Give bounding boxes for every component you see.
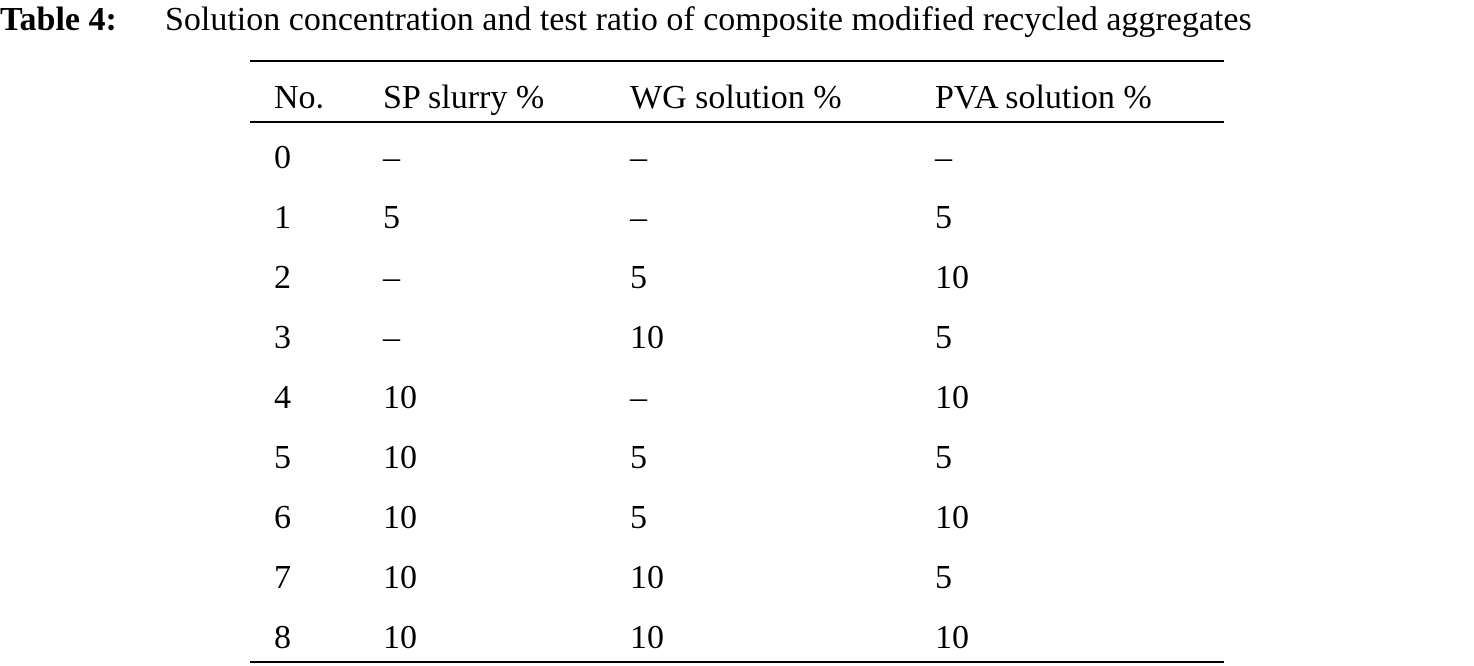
table-cell: 7 — [274, 559, 291, 596]
top-rule — [250, 60, 1224, 62]
table-cell: 5 — [935, 199, 952, 236]
table-cell: 10 — [935, 379, 969, 416]
table-cell: 10 — [383, 559, 417, 596]
caption-label: Table 4: — [0, 1, 117, 38]
table-cell: 5 — [935, 559, 952, 596]
table-cell: 10 — [383, 379, 417, 416]
table-cell: – — [630, 139, 647, 176]
table-cell: 2 — [274, 259, 291, 296]
header-cell: WG solution % — [630, 79, 842, 116]
table-cell: 5 — [383, 199, 400, 236]
table-cell: 3 — [274, 319, 291, 356]
table-cell: – — [383, 259, 400, 296]
header-cell: SP slurry % — [383, 79, 545, 116]
table-cell: 10 — [630, 559, 664, 596]
table-cell: 10 — [630, 619, 664, 656]
caption-text: Solution concentration and test ratio of… — [165, 1, 1252, 38]
table-cell: 10 — [383, 619, 417, 656]
table-cell: 5 — [274, 439, 291, 476]
table-cell: 10 — [630, 319, 664, 356]
table-cell: 8 — [274, 619, 291, 656]
table-cell: – — [935, 139, 952, 176]
table-cell: 10 — [383, 499, 417, 536]
table-cell: 6 — [274, 499, 291, 536]
table-cell: 10 — [935, 619, 969, 656]
table-cell: 5 — [935, 439, 952, 476]
table-cell: – — [383, 319, 400, 356]
header-cell: No. — [274, 79, 325, 116]
table-cell: 4 — [274, 379, 291, 416]
table-cell: 5 — [630, 259, 647, 296]
table-cell: – — [383, 139, 400, 176]
bottom-rule — [250, 661, 1224, 663]
table-cell: 0 — [274, 139, 291, 176]
table-cell: 10 — [383, 439, 417, 476]
table-cell: 1 — [274, 199, 291, 236]
table-cell: – — [630, 379, 647, 416]
table-cell: 10 — [935, 259, 969, 296]
header-rule — [250, 121, 1224, 123]
table-cell: 5 — [935, 319, 952, 356]
table-cell: 5 — [630, 499, 647, 536]
header-cell: PVA solution % — [935, 79, 1152, 116]
table-cell: 5 — [630, 439, 647, 476]
table-cell: – — [630, 199, 647, 236]
table-cell: 10 — [935, 499, 969, 536]
